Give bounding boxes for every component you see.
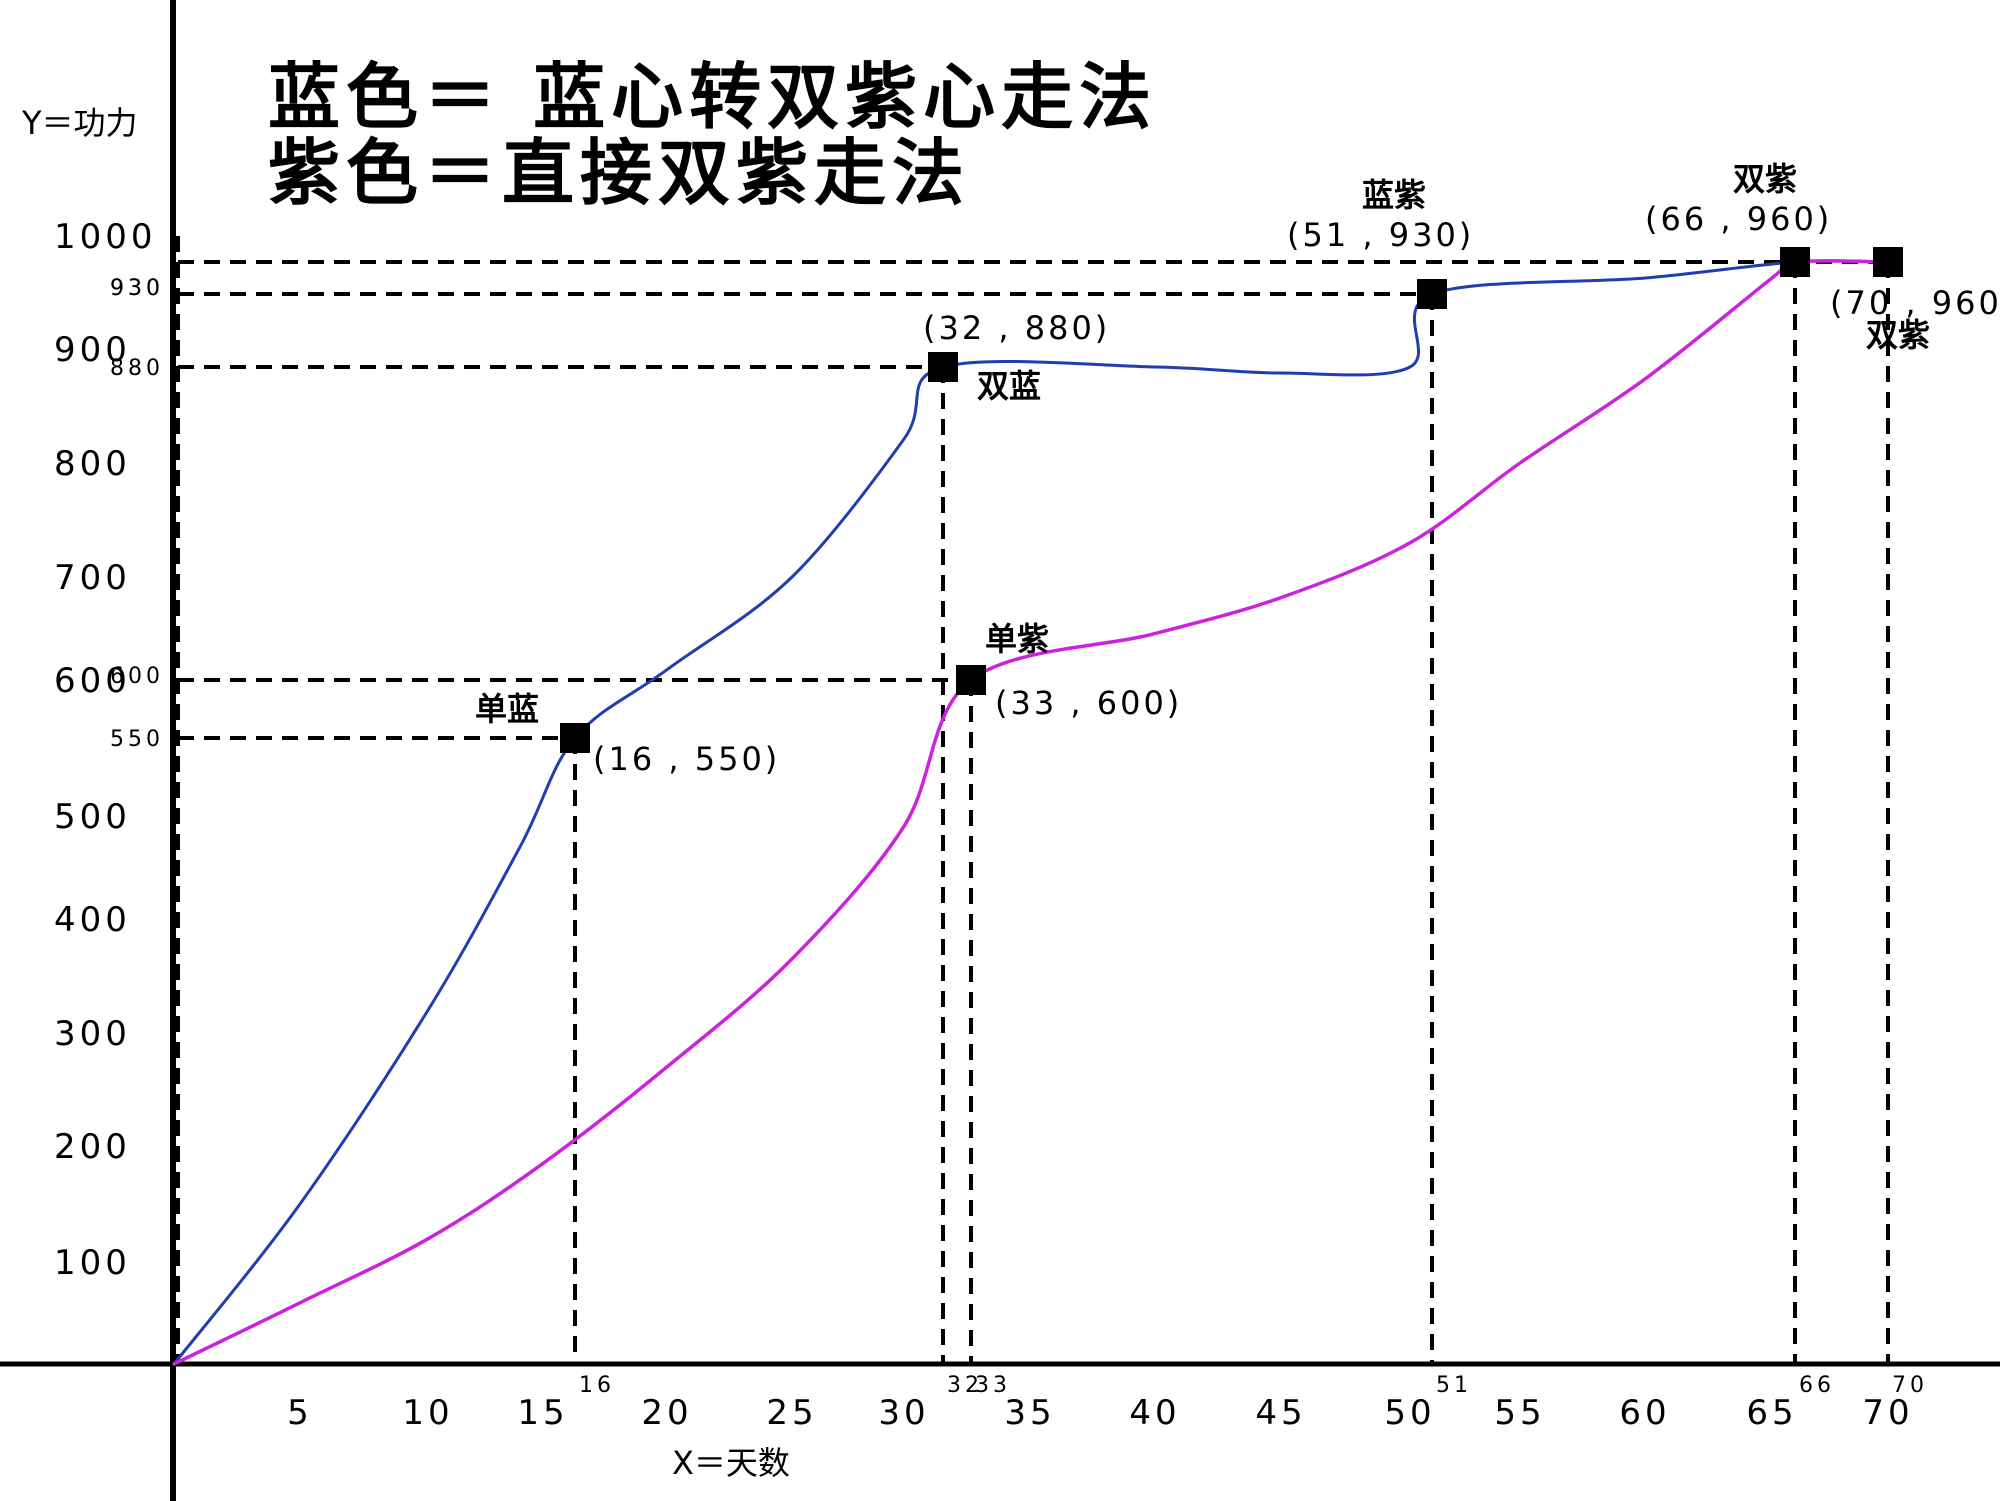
y-tick-label: 400 <box>54 900 131 940</box>
point-name-label: 双紫 <box>1866 316 1930 354</box>
y-tick-label: 200 <box>54 1127 131 1167</box>
x-tick-label: 25 <box>766 1393 817 1433</box>
chart-title-line-2: 紫色＝直接双紫走法 <box>268 131 970 215</box>
chart-title-line-1: 蓝色＝ 蓝心转双紫心走法 <box>268 55 1157 139</box>
data-point-marker <box>956 665 986 695</box>
data-point-marker <box>1417 279 1447 309</box>
x-marker-label: 33 <box>975 1373 1011 1398</box>
y-tick-label: 700 <box>54 558 131 598</box>
x-tick-label: 60 <box>1619 1393 1670 1433</box>
x-tick-label: 15 <box>517 1393 568 1433</box>
y-tick-label: 500 <box>54 797 131 837</box>
point-coordinate-label: (51 , 930) <box>1287 216 1474 254</box>
y-tick-label: 100 <box>54 1243 131 1283</box>
point-name-label: 双蓝 <box>977 367 1041 405</box>
data-point-marker <box>1780 247 1810 277</box>
data-point-marker <box>1873 247 1903 277</box>
x-tick-label: 5 <box>287 1393 313 1433</box>
y-marker-label: 600 <box>110 664 164 689</box>
point-name-label: 单蓝 <box>475 690 539 728</box>
point-name-label: 双紫 <box>1733 160 1797 198</box>
data-point-marker <box>928 352 958 382</box>
y-marker-label: 550 <box>110 727 164 752</box>
y-tick-label: 900 <box>54 330 131 370</box>
point-name-label: 单紫 <box>985 620 1049 658</box>
x-tick-label: 10 <box>402 1393 453 1433</box>
x-tick-label: 55 <box>1494 1393 1545 1433</box>
y-axis-label: Y＝功力 <box>21 104 138 142</box>
x-marker-label: 51 <box>1436 1373 1472 1398</box>
x-tick-label: 50 <box>1384 1393 1435 1433</box>
x-tick-label: 40 <box>1129 1393 1180 1433</box>
point-coordinate-label: (16 , 550) <box>593 740 780 778</box>
point-coordinate-label: (66 , 960) <box>1645 200 1832 238</box>
x-tick-label: 30 <box>878 1393 929 1433</box>
y-marker-label: 880 <box>110 356 164 381</box>
y-tick-label: 300 <box>54 1014 131 1054</box>
x-axis-label: X＝天数 <box>672 1444 790 1482</box>
x-tick-label: 45 <box>1255 1393 1306 1433</box>
y-marker-label: 930 <box>110 276 164 301</box>
x-tick-label: 20 <box>641 1393 692 1433</box>
point-name-label: 蓝紫 <box>1362 176 1426 214</box>
series-line-blue <box>172 259 1890 1366</box>
x-tick-label: 65 <box>1746 1393 1797 1433</box>
series-line-purple <box>172 259 1890 1366</box>
x-tick-label: 35 <box>1004 1393 1055 1433</box>
point-coordinate-label: (32 , 880) <box>923 309 1110 347</box>
y-marker-label: 930 <box>110 276 164 301</box>
y-tick-label: 800 <box>54 444 131 484</box>
x-marker-label: 32 <box>947 1373 983 1398</box>
x-marker-label: 66 <box>1799 1373 1835 1398</box>
x-tick-label: 70 <box>1862 1393 1913 1433</box>
point-coordinate-label: (70 , 960) <box>1830 284 2000 322</box>
x-marker-label: 70 <box>1892 1373 1928 1398</box>
x-marker-label: 16 <box>579 1373 615 1398</box>
data-point-marker <box>560 723 590 753</box>
y-tick-label: 600 <box>54 661 131 701</box>
point-coordinate-label: (33 , 600) <box>995 684 1182 722</box>
y-tick-label: 1000 <box>54 217 157 257</box>
